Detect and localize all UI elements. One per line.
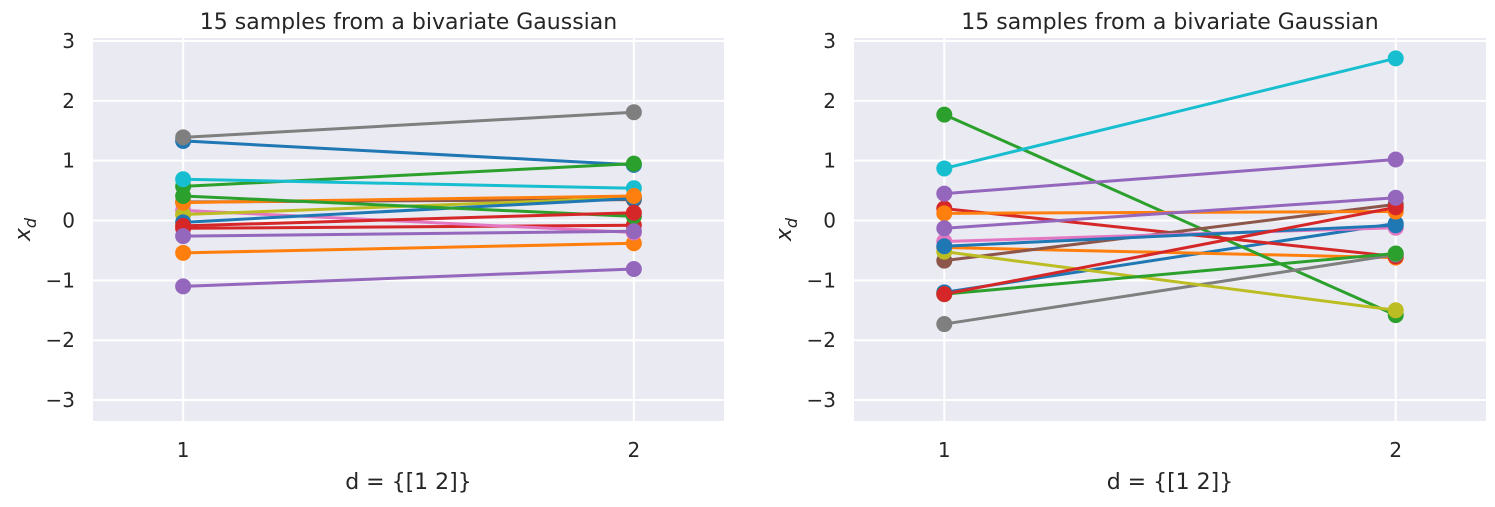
y-tick-label: 3 [62, 29, 75, 53]
x-tick-label: 1 [938, 438, 951, 462]
series-point-2-1 [175, 244, 192, 261]
y-axis-label: xd [11, 217, 40, 242]
series-point-5-1 [936, 185, 953, 202]
series-point-9-2 [1387, 302, 1404, 319]
series-point-5-2 [1387, 151, 1404, 168]
y-axis-label: xd [772, 217, 801, 242]
series-line-13 [944, 251, 1396, 296]
y-tick-label: 2 [823, 89, 836, 113]
y-tick-label: 1 [823, 149, 836, 173]
y-tick-label: −3 [807, 388, 836, 412]
series-line-10 [183, 177, 634, 190]
y-tick-label: −3 [46, 388, 75, 412]
series-line-13 [183, 194, 634, 218]
series-line-5 [183, 267, 634, 288]
series-point-10-2 [1387, 50, 1404, 67]
x-tick-label: 1 [177, 438, 190, 462]
series-point-11-1 [936, 238, 953, 255]
series-line-2 [944, 245, 1396, 260]
left-chart-panel: −3 −2 −1 0 1 2 3 1 2 15 samples from a bivariate … [11, 10, 724, 495]
y-axis-label-subscript: d [782, 217, 801, 228]
series-point-12-2 [625, 187, 642, 204]
y-tick-label: −2 [46, 328, 75, 352]
series-line-12 [183, 194, 634, 205]
series-point-8-2 [625, 104, 642, 121]
chart-title: 15 samples from a bivariate Gaussian [200, 10, 617, 35]
series-line-11 [183, 196, 634, 224]
series-point-8-1 [175, 129, 192, 146]
y-axis-label-subscript: d [21, 217, 40, 228]
series-line-3 [183, 162, 634, 188]
x-tick-label: 2 [627, 438, 640, 462]
x-tick-label: 2 [1389, 438, 1402, 462]
series-point-10-1 [175, 171, 192, 188]
series-point-5-1 [175, 278, 192, 295]
series-line-15 [944, 196, 1396, 230]
series-point-3-1 [936, 106, 953, 123]
series-line-11 [944, 223, 1396, 248]
series-point-10-1 [936, 160, 953, 177]
series-point-15-1 [175, 228, 192, 245]
series-line-14 [944, 205, 1396, 296]
series-point-15-2 [1387, 189, 1404, 206]
series-point-8-1 [936, 316, 953, 333]
series-line-5 [944, 157, 1396, 196]
series-point-14-1 [936, 286, 953, 303]
series-point-3-2 [625, 155, 642, 172]
series-line-10 [943, 56, 1397, 170]
series-line-7 [183, 208, 634, 234]
y-tick-label: 3 [823, 29, 836, 53]
x-axis-label: d = {[1 2]} [345, 470, 472, 495]
series-line-2 [183, 241, 634, 255]
y-axis-label-main: x [772, 227, 797, 242]
y-tick-label: −2 [807, 328, 836, 352]
series-line-6 [944, 202, 1396, 263]
series-line-3 [943, 113, 1397, 317]
series-line-8 [944, 253, 1396, 326]
series-point-13-2 [1387, 245, 1404, 262]
y-axis-label-main: x [11, 227, 36, 242]
y-tick-label: −1 [46, 268, 75, 292]
chart-title: 15 samples from a bivariate Gaussian [961, 10, 1378, 35]
y-tick-label: −1 [807, 268, 836, 292]
y-tick-label: 1 [62, 149, 75, 173]
series-point-12-1 [936, 205, 953, 222]
series-point-11-2 [1387, 217, 1404, 234]
series-point-5-2 [625, 260, 642, 277]
series-line-14 [183, 211, 634, 228]
series-point-13-1 [175, 187, 192, 204]
x-axis-label: d = {[1 2]} [1107, 470, 1234, 495]
series-line-9 [944, 250, 1396, 312]
series-line-8 [183, 110, 634, 139]
y-tick-label: 0 [62, 209, 75, 233]
series-line-1 [183, 139, 634, 167]
right-chart-panel: −3 −2 −1 0 1 2 3 1 2 15 samples from a bivariate … [772, 10, 1486, 495]
series-line-4 [183, 223, 634, 230]
series-point-15-1 [936, 220, 953, 237]
y-tick-label: 2 [62, 89, 75, 113]
y-tick-label: 0 [823, 209, 836, 233]
series-line-15 [183, 229, 634, 238]
series-point-15-2 [625, 223, 642, 240]
series-point-14-2 [625, 204, 642, 221]
